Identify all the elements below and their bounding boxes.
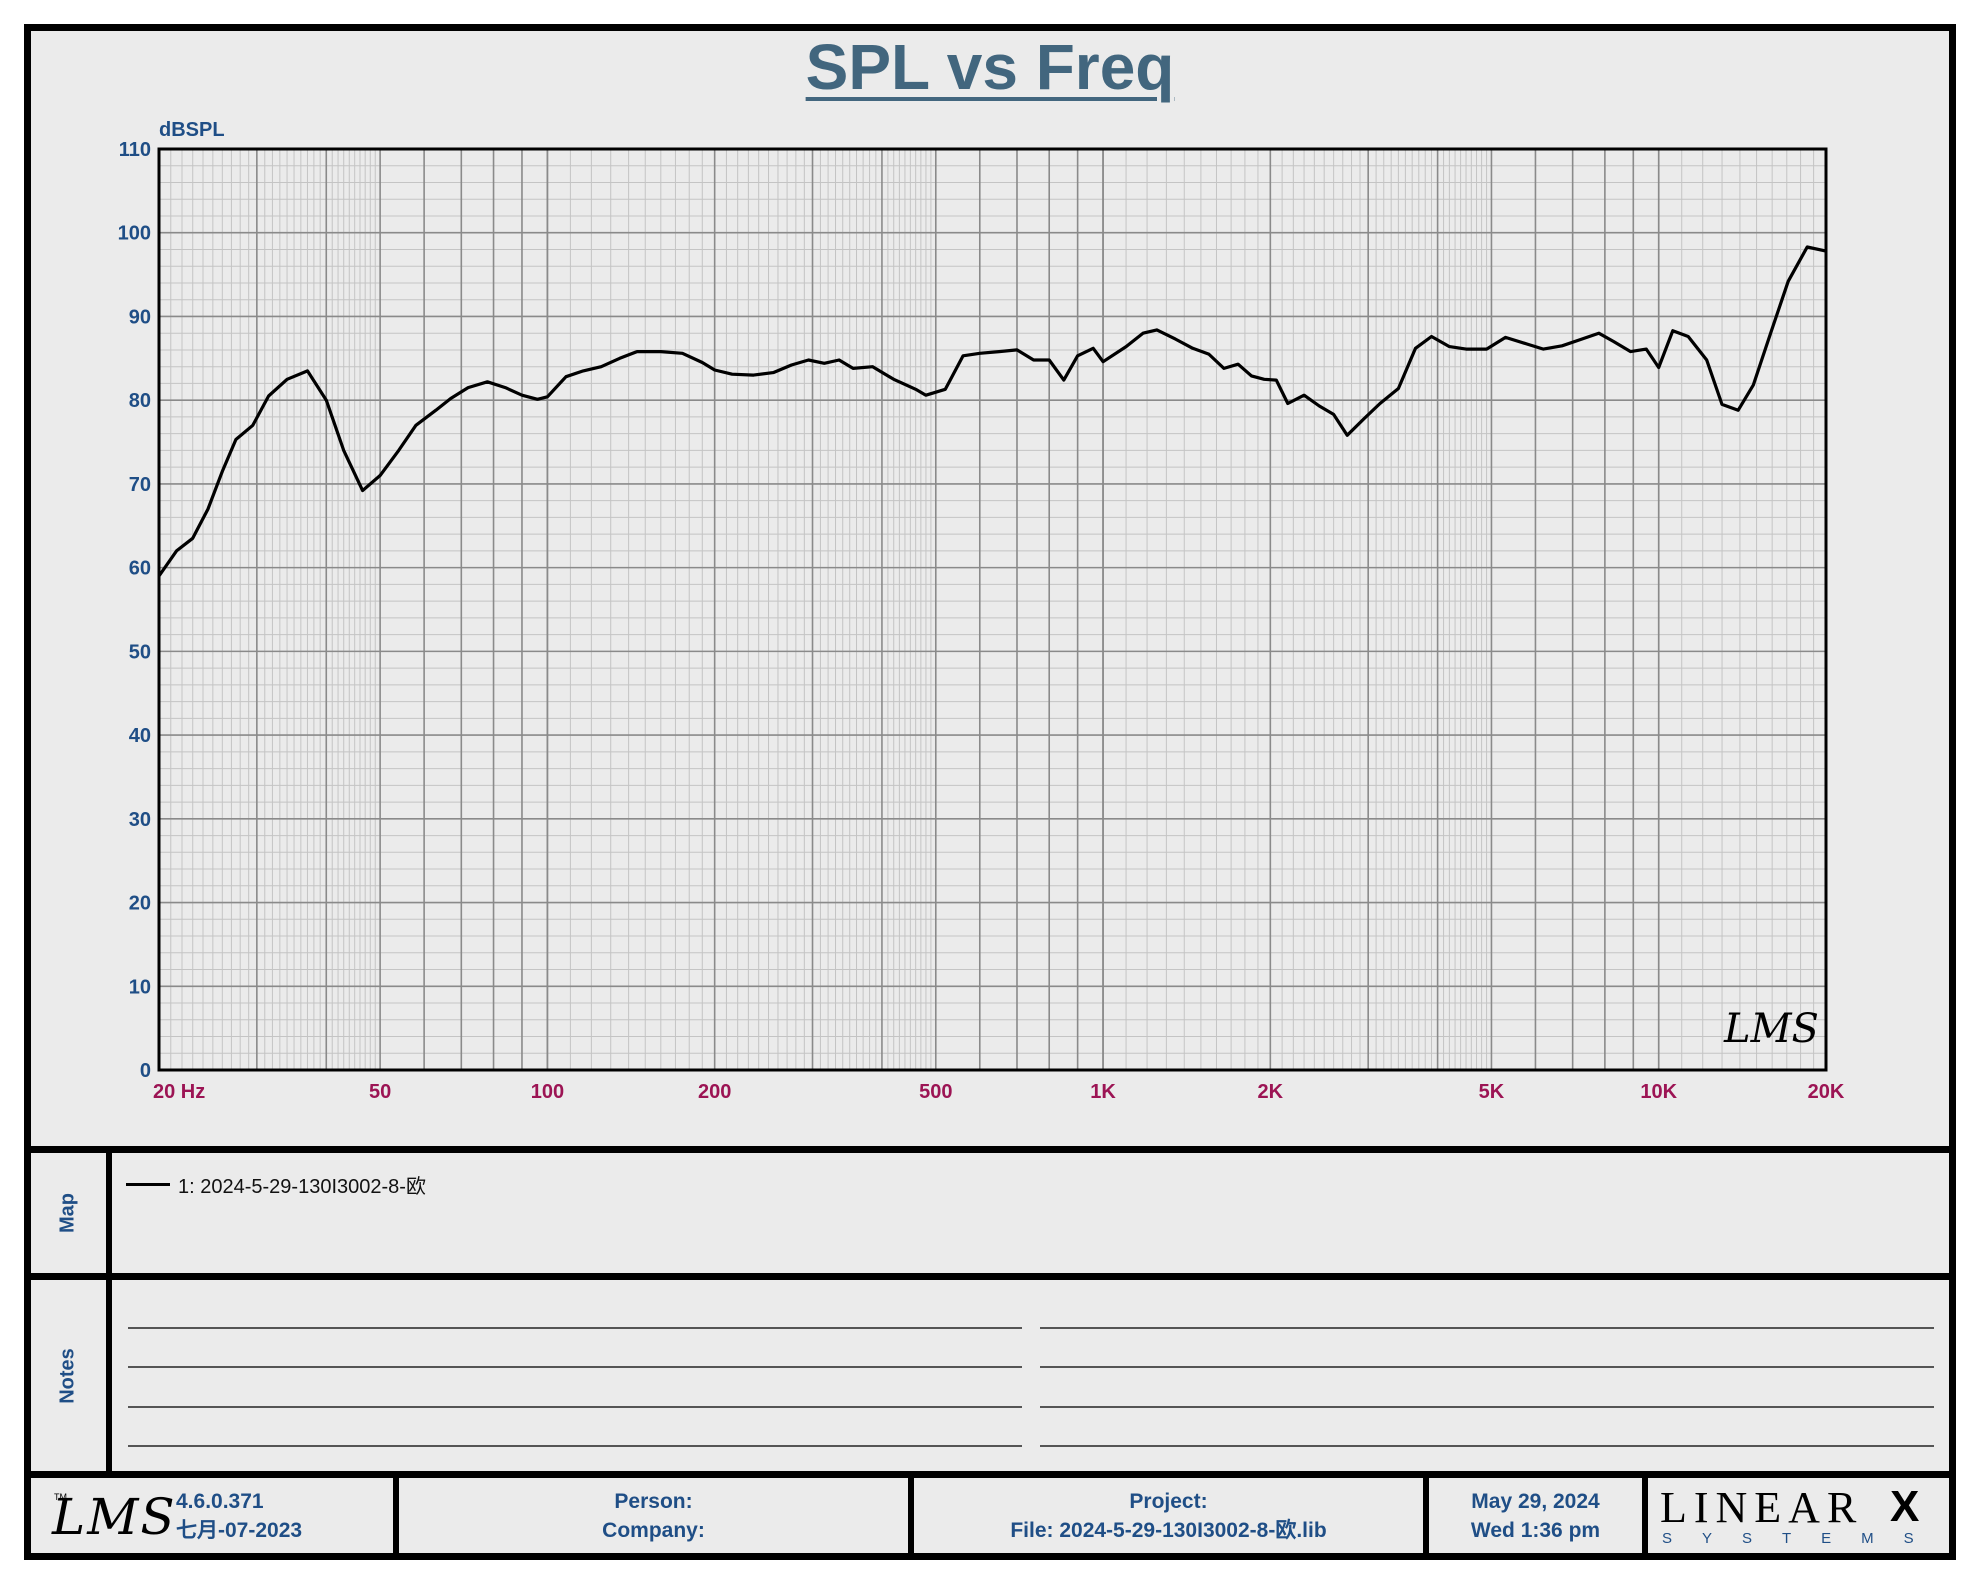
linearx-x-mark: X	[1890, 1482, 1927, 1531]
file-name: File: 2024-5-29-130I3002-8-欧.lib	[1010, 1519, 1327, 1542]
minor-grid	[159, 149, 1826, 1070]
label-column-separator	[106, 1150, 112, 1475]
version-block: 4.6.0.371 七月-07-2023	[176, 1487, 302, 1545]
x-tick-label: 100	[531, 1081, 564, 1103]
x-tick-label: 50	[369, 1081, 391, 1103]
footer-separator-2	[908, 1475, 914, 1557]
person-label: Person:	[614, 1490, 693, 1513]
notes-top-separator	[24, 1273, 1956, 1280]
y-tick-label: 0	[140, 1060, 151, 1082]
project-label: Project:	[1129, 1490, 1208, 1513]
note-line[interactable]	[128, 1445, 1022, 1447]
chart-lms-logo-text: LMS	[1724, 1006, 1819, 1052]
legend-entry-label: 1: 2024-5-29-130I3002-8-欧	[178, 1176, 426, 1198]
x-tick-label: 200	[698, 1081, 731, 1103]
y-tick-label: 50	[129, 641, 151, 663]
series-group	[157, 245, 1827, 577]
x-tick-label: 1K	[1090, 1081, 1116, 1103]
linearx-systems: SYSTEMS	[1662, 1530, 1944, 1547]
person-block: Person: Company:	[399, 1487, 908, 1545]
y-tick-label: 80	[129, 390, 151, 412]
plot-border	[157, 147, 1828, 1072]
footer-separator-3	[1423, 1475, 1429, 1557]
spl-series-line	[157, 245, 1827, 577]
note-line[interactable]	[1040, 1406, 1934, 1408]
y-tick-label: 20	[129, 893, 151, 915]
legend-swatch	[126, 1183, 170, 1186]
linearx-logo: LINEAR X SYSTEMS	[1660, 1482, 1940, 1552]
project-block: Project: File: 2024-5-29-130I3002-8-欧.li…	[914, 1487, 1423, 1545]
note-line[interactable]	[128, 1406, 1022, 1408]
x-tick-label: 2K	[1258, 1081, 1284, 1103]
notes-label-text: Notes	[56, 1347, 79, 1404]
footer-separator-4	[1642, 1475, 1648, 1557]
linearx-wordmark: LINEAR	[1660, 1483, 1864, 1532]
report-day-time: Wed 1:36 pm	[1470, 1519, 1601, 1542]
map-top-separator	[24, 1146, 1956, 1153]
y-tick-label: 30	[129, 809, 151, 831]
note-line[interactable]	[1040, 1327, 1934, 1329]
footer-top-separator	[24, 1471, 1956, 1478]
lms-trademark: TM	[54, 1492, 67, 1502]
y-tick-label: 40	[129, 725, 151, 747]
y-tick-label: 60	[129, 558, 151, 580]
note-line[interactable]	[1040, 1445, 1934, 1447]
y-tick-label: 70	[129, 474, 151, 496]
y-axis-label: dBSPL	[159, 119, 225, 141]
footer-separator-1	[393, 1475, 399, 1557]
plot-background	[159, 149, 1826, 1070]
note-line[interactable]	[1040, 1366, 1934, 1368]
x-tick-labels: 20 Hz 50 100 200 500 1K 2K 5K 10K 20K	[153, 1081, 1845, 1103]
x-tick-label: 5K	[1479, 1081, 1505, 1103]
y-tick-label: 10	[129, 976, 151, 998]
x-tick-label: 20K	[1808, 1081, 1845, 1103]
report-date: May 29, 2024	[1471, 1490, 1600, 1513]
y-tick-label: 100	[118, 223, 151, 245]
x-tick-label: 10K	[1640, 1081, 1677, 1103]
y-tick-label: 110	[119, 139, 151, 161]
date-block: May 29, 2024 Wed 1:36 pm	[1429, 1487, 1642, 1545]
y-tick-label: 90	[129, 306, 151, 328]
note-line[interactable]	[128, 1366, 1022, 1368]
y-tick-labels: 0 10 20 30 40 50 60 70 80 90 100 110	[118, 139, 151, 1082]
map-label-text: Map	[56, 1193, 79, 1233]
note-line[interactable]	[128, 1327, 1022, 1329]
company-label: Company:	[602, 1519, 705, 1542]
build-date: 七月-07-2023	[176, 1519, 303, 1542]
chart-lms-logo: LMS	[1724, 1006, 1819, 1052]
chart-title: SPL vs Freq	[805, 31, 1175, 103]
version-number: 4.6.0.371	[176, 1490, 264, 1513]
x-tick-label: 500	[919, 1081, 952, 1103]
x-tick-label: 20 Hz	[153, 1081, 205, 1103]
notes-section-label: Notes	[48, 1280, 88, 1471]
map-section-label: Map	[48, 1153, 88, 1273]
lms-logo: LMS	[52, 1488, 177, 1546]
legend-entry: 1: 2024-5-29-130I3002-8-欧	[126, 1170, 426, 1199]
